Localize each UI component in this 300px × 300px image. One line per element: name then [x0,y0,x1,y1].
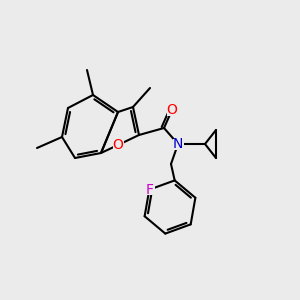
Bar [172,139,184,149]
Bar [112,140,124,151]
Text: N: N [173,137,183,151]
Bar [167,104,178,116]
Bar [144,184,155,195]
Text: O: O [167,103,177,117]
Text: O: O [112,138,123,152]
Text: F: F [145,183,153,196]
